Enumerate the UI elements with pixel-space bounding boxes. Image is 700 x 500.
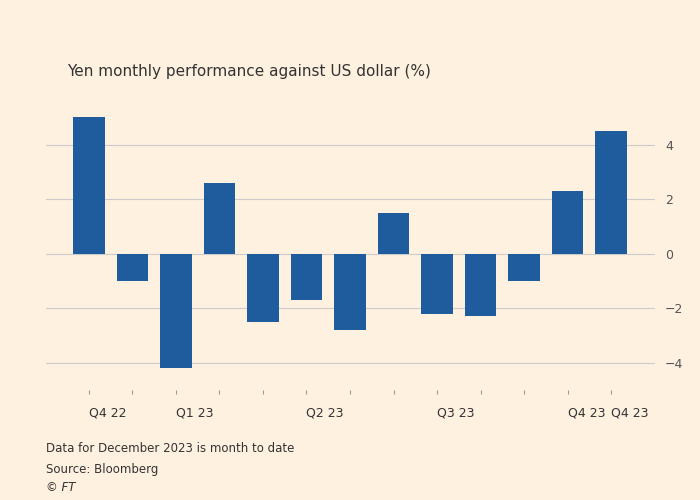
Bar	[247, 254, 279, 322]
Bar	[204, 182, 235, 254]
Text: Data for December 2023 is month to date: Data for December 2023 is month to date	[46, 442, 294, 456]
Text: Q4 22: Q4 22	[89, 406, 127, 420]
Text: Q1 23: Q1 23	[176, 406, 214, 420]
Text: Q2 23: Q2 23	[307, 406, 344, 420]
Text: Q4 23: Q4 23	[611, 406, 649, 420]
Bar	[596, 131, 626, 254]
Bar	[465, 254, 496, 316]
Bar	[508, 254, 540, 281]
Bar	[117, 254, 148, 281]
Text: Yen monthly performance against US dollar (%): Yen monthly performance against US dolla…	[67, 64, 431, 79]
Bar	[552, 191, 583, 254]
Text: Source: Bloomberg: Source: Bloomberg	[46, 462, 158, 475]
Text: © FT: © FT	[46, 481, 75, 494]
Bar	[290, 254, 322, 300]
Text: Q4 23: Q4 23	[568, 406, 605, 420]
Bar	[421, 254, 453, 314]
Bar	[74, 118, 104, 254]
Text: Q3 23: Q3 23	[437, 406, 475, 420]
Bar	[160, 254, 192, 368]
Bar	[335, 254, 365, 330]
Bar	[378, 212, 409, 254]
